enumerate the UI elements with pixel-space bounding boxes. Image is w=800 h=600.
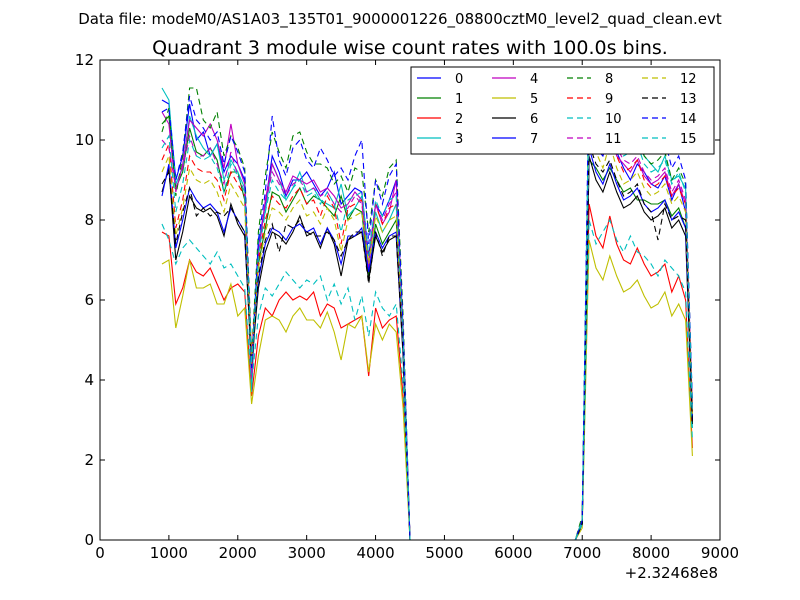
series-line-12: [161, 127, 693, 540]
legend-label-15: 15: [680, 132, 697, 147]
x-tick-label: 6000: [494, 544, 532, 562]
chart-title: Quadrant 3 module wise count rates with …: [152, 37, 668, 59]
legend-label-4: 4: [530, 72, 538, 87]
legend-label-14: 14: [680, 112, 697, 127]
series-line-2: [161, 203, 693, 540]
legend-label-9: 9: [605, 92, 613, 107]
y-tick-label: 8: [84, 211, 94, 229]
series-layer: [161, 67, 693, 540]
series-line-1: [161, 114, 693, 540]
x-tick-label: 1000: [150, 544, 188, 562]
legend-label-11: 11: [605, 132, 622, 147]
series-line-10: [161, 218, 693, 540]
legend-label-2: 2: [455, 112, 463, 127]
legend-label-10: 10: [605, 112, 622, 127]
legend-label-6: 6: [530, 112, 538, 127]
x-tick-label: 0: [95, 544, 105, 562]
x-tick-label: 9000: [701, 544, 739, 562]
y-tick-label: 4: [84, 371, 94, 389]
legend-label-0: 0: [455, 72, 463, 87]
x-tick-label: 4000: [356, 544, 394, 562]
legend-label-1: 1: [455, 92, 463, 107]
x-tick-label: 7000: [563, 544, 601, 562]
y-tick-label: 12: [75, 51, 94, 69]
series-line-8: [161, 87, 693, 540]
series-line-0: [161, 99, 693, 540]
legend-label-5: 5: [530, 92, 538, 107]
x-tick-label: 3000: [288, 544, 326, 562]
y-tick-label: 2: [84, 451, 94, 469]
series-line-9: [161, 115, 693, 540]
series-line-11: [161, 119, 693, 540]
tick-layer: 0 1000 2000 3000 4000 5000 6000 7000 8000 9000 0 2 4…: [75, 51, 739, 562]
x-tick-label: 2000: [219, 544, 257, 562]
series-line-5: [161, 239, 693, 540]
legend-label-3: 3: [455, 132, 463, 147]
series-line-15: [161, 99, 693, 540]
legend-label-13: 13: [680, 92, 697, 107]
legend-box: [410, 66, 715, 155]
x-offset-label: +2.32468e8: [625, 564, 718, 582]
legend-label-12: 12: [680, 72, 697, 87]
x-tick-label: 5000: [425, 544, 463, 562]
series-line-13: [161, 143, 693, 540]
y-tick-label: 10: [75, 131, 94, 149]
x-tick-label: 8000: [632, 544, 670, 562]
y-tick-label: 6: [84, 291, 94, 309]
y-tick-label: 0: [84, 531, 94, 549]
series-line-6: [161, 155, 693, 540]
chart-suptitle: Data file: modeM0/AS1A03_135T01_90000012…: [78, 10, 722, 29]
legend-label-7: 7: [530, 132, 538, 147]
legend-label-8: 8: [605, 72, 613, 87]
